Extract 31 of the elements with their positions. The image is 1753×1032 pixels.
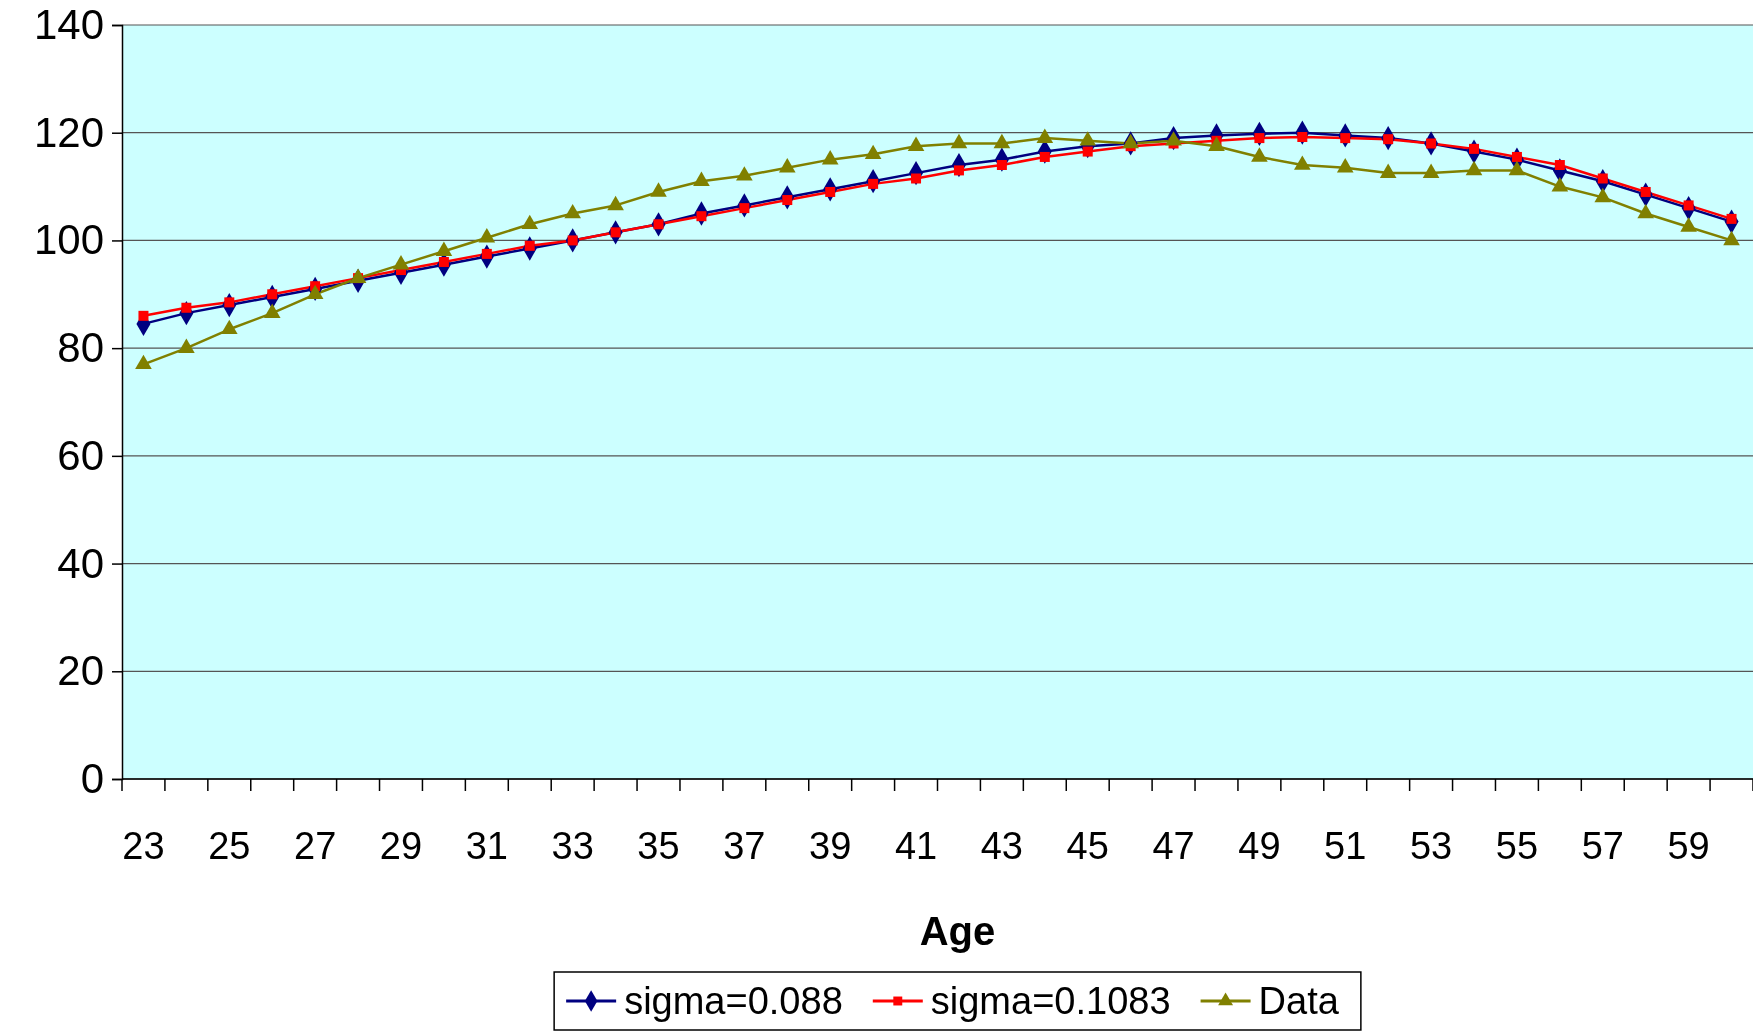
x-tick-label: 41	[894, 825, 938, 867]
x-axis-title: Age	[919, 909, 996, 953]
y-tick-label: 140	[33, 0, 104, 48]
y-tick-label: 100	[33, 216, 104, 264]
x-tick-label: 27	[294, 825, 337, 867]
x-tick-label: 51	[1324, 825, 1367, 867]
x-tick-label: 43	[980, 825, 1024, 867]
y-tick-label: 0	[80, 754, 104, 802]
x-tick-label: 45	[1066, 825, 1109, 867]
x-tick-label: 53	[1409, 825, 1453, 867]
y-tick-label: 20	[57, 647, 104, 695]
y-tick-label: 40	[57, 539, 104, 587]
y-tick-label: 120	[33, 108, 104, 156]
x-tick-label: 33	[551, 825, 594, 867]
y-tick-label: 80	[57, 324, 104, 372]
legend-label: sigma=0.1083	[930, 980, 1171, 1022]
x-tick-label: 55	[1495, 825, 1539, 867]
x-tick-label: 31	[465, 825, 508, 867]
legend-label: Data	[1258, 980, 1340, 1022]
x-tick-label: 59	[1667, 825, 1710, 867]
x-tick-label: 29	[379, 825, 423, 867]
legend-label: sigma=0.088	[624, 980, 843, 1022]
x-tick-label: 47	[1152, 825, 1195, 867]
x-tick-label: 23	[122, 825, 165, 867]
x-tick-label: 49	[1238, 825, 1281, 867]
x-tick-label: 39	[809, 825, 852, 867]
x-tick-label: 37	[723, 825, 766, 867]
x-tick-label: 25	[208, 825, 251, 867]
x-tick-label: 57	[1581, 825, 1624, 867]
x-tick-label: 35	[637, 825, 680, 867]
y-tick-label: 60	[57, 431, 104, 479]
